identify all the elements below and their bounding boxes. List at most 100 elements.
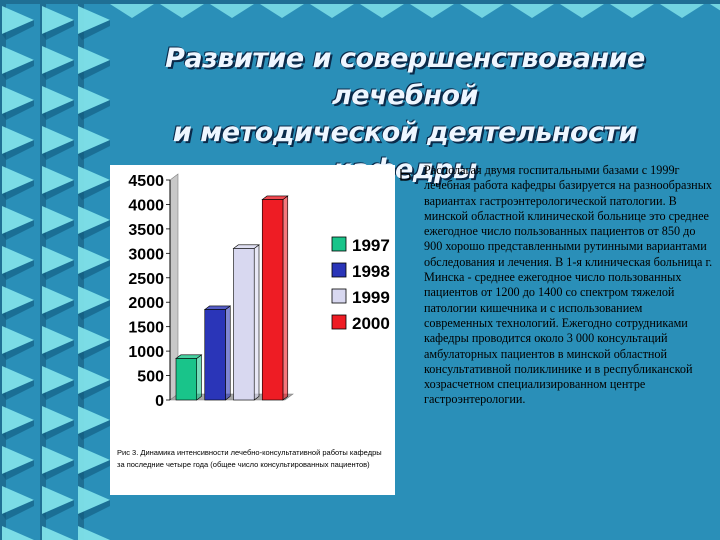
bar-2000 (261, 199, 284, 401)
bg-chevron-shadow (78, 340, 110, 360)
bg-chevron-shadow (78, 20, 110, 40)
bg-chevron (42, 326, 74, 354)
bar-chart: 0 500 1000 1500 2000 2500 3000 3500 4000 4500 1997… (110, 165, 395, 495)
bar-side (282, 195, 289, 401)
y-tick-label: 1000 (128, 344, 164, 361)
bg-chevron (78, 486, 110, 514)
bg-chevron-shadow (78, 100, 110, 120)
bg-top-chevron (310, 4, 354, 18)
figure-caption: Рис 3. Динамика интенсивности лечебно-ко… (117, 448, 382, 469)
bg-chevron (2, 446, 34, 474)
y-tick-label: 0 (155, 393, 164, 410)
bar-top (175, 354, 203, 359)
bg-chevron (42, 286, 74, 314)
bg-chevron-shadow (42, 300, 74, 320)
bg-chevron (2, 246, 34, 274)
bg-chevron-shadow (42, 380, 74, 400)
bg-chevron (2, 46, 34, 74)
bg-top-chevron (510, 4, 554, 18)
bg-chevron (78, 406, 110, 434)
bg-chevron-shadow (42, 460, 74, 480)
bg-chevron (42, 126, 74, 154)
legend-label-1998: 1998 (352, 262, 390, 281)
bg-chevron-shadow (42, 420, 74, 440)
bg-chevron-shadow (78, 380, 110, 400)
bar-1998 (204, 309, 226, 401)
bg-chevron (42, 246, 74, 274)
bg-chevron-shadow (2, 260, 34, 280)
bg-chevron (42, 526, 74, 540)
bg-chevron-shadow (2, 180, 34, 200)
bg-chevron (42, 406, 74, 434)
bg-chevron-shadow (2, 20, 34, 40)
bar-side (253, 244, 260, 401)
bg-chevron-shadow (2, 60, 34, 80)
bg-chevron-shadow (2, 140, 34, 160)
y-tick-label: 4500 (128, 173, 164, 190)
bg-top-chevron (410, 4, 454, 18)
bg-chevron (78, 206, 110, 234)
bullet-b-icon (400, 169, 411, 181)
y-tick-label: 3000 (128, 246, 164, 263)
bar-side (196, 354, 202, 401)
bg-chevron-shadow (78, 260, 110, 280)
bg-chevron (78, 286, 110, 314)
bar-top (261, 195, 289, 200)
bg-chevron-shadow (78, 500, 110, 520)
bg-chevron-shadow (78, 300, 110, 320)
bg-chevron (78, 86, 110, 114)
slide-title: Развитие и совершенствование лечебной и … (100, 40, 710, 188)
bg-chevron-shadow (42, 100, 74, 120)
bg-top-chevron (660, 4, 704, 18)
bg-chevron (78, 46, 110, 74)
bg-chevron (78, 126, 110, 154)
bg-chevron (2, 126, 34, 154)
bg-chevron (42, 6, 74, 34)
y-tick-label: 1500 (128, 320, 164, 337)
bg-top-chevron (610, 4, 654, 18)
legend-swatch-1999 (331, 288, 347, 304)
bg-chevron-shadow (42, 140, 74, 160)
bg-chevron-shadow (78, 220, 110, 240)
bg-chevron (78, 326, 110, 354)
bg-chevron (42, 486, 74, 514)
bg-chevron (42, 366, 74, 394)
y-tick-label: 4000 (128, 197, 164, 214)
bg-top-chevron (710, 4, 720, 11)
bg-chevron-shadow (78, 140, 110, 160)
legend-label-1999: 1999 (352, 288, 390, 307)
bg-chevron (2, 526, 34, 540)
bg-top-chevron (210, 4, 254, 18)
bg-chevron (2, 366, 34, 394)
y-tick-label: 3500 (128, 222, 164, 239)
bar-top (203, 305, 232, 310)
bg-chevron-shadow (42, 500, 74, 520)
bg-chevron (78, 366, 110, 394)
bg-top-chevron (460, 4, 504, 18)
bg-chevron (2, 406, 34, 434)
bg-chevron-shadow (2, 300, 34, 320)
y-tick-label: 2000 (128, 295, 164, 312)
bg-top-chevron (110, 4, 154, 18)
bg-top-chevron (360, 4, 404, 18)
bar-1997 (175, 358, 198, 401)
bg-chevron-shadow (42, 180, 74, 200)
bg-chevron (78, 6, 110, 34)
bg-top-band (0, 0, 720, 4)
bg-chevron-shadow (78, 420, 110, 440)
bg-chevron (78, 166, 110, 194)
bg-chevron-shadow (2, 220, 34, 240)
bg-top-chevron (160, 4, 204, 18)
bg-chevron-shadow (2, 340, 34, 360)
bar-side (225, 305, 231, 401)
bg-chevron-shadow (78, 60, 110, 80)
bg-chevron (2, 326, 34, 354)
bg-chevron-shadow (42, 340, 74, 360)
y-tick-label: 2500 (128, 271, 164, 288)
bg-chevron-shadow (2, 460, 34, 480)
bg-chevron-shadow (42, 220, 74, 240)
bg-chevron-shadow (42, 20, 74, 40)
bg-chevron (42, 206, 74, 234)
title-line-2: и методической деятельности кафедры (172, 117, 638, 185)
